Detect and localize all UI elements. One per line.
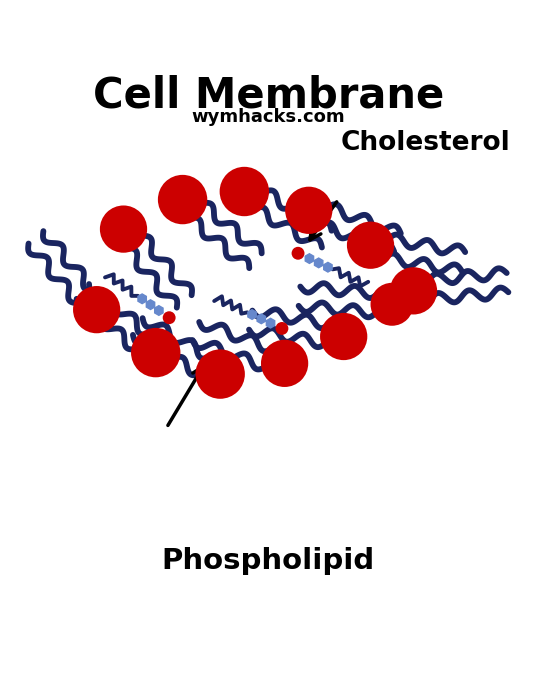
Text: Cholesterol: Cholesterol (340, 130, 510, 155)
Circle shape (100, 205, 147, 253)
Text: Phospholipid: Phospholipid (162, 547, 375, 575)
Circle shape (292, 247, 304, 260)
Circle shape (275, 322, 288, 335)
Circle shape (285, 186, 332, 234)
Circle shape (73, 286, 120, 333)
Circle shape (220, 167, 269, 216)
Circle shape (195, 349, 245, 399)
Circle shape (371, 283, 413, 326)
Text: Cell Membrane: Cell Membrane (93, 75, 444, 116)
Circle shape (131, 328, 180, 378)
Circle shape (320, 313, 367, 360)
Circle shape (347, 221, 394, 269)
Circle shape (390, 267, 437, 314)
Text: wymhacks.com: wymhacks.com (192, 108, 345, 127)
Circle shape (158, 175, 207, 224)
Circle shape (163, 311, 176, 324)
Circle shape (261, 340, 308, 387)
